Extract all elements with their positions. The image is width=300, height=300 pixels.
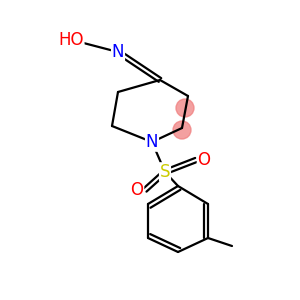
Circle shape: [173, 121, 191, 139]
Text: O: O: [130, 181, 143, 199]
Text: O: O: [197, 151, 211, 169]
Text: N: N: [146, 133, 158, 151]
Text: HO: HO: [58, 31, 84, 49]
Circle shape: [176, 99, 194, 117]
Text: N: N: [112, 43, 124, 61]
Text: S: S: [160, 163, 170, 181]
